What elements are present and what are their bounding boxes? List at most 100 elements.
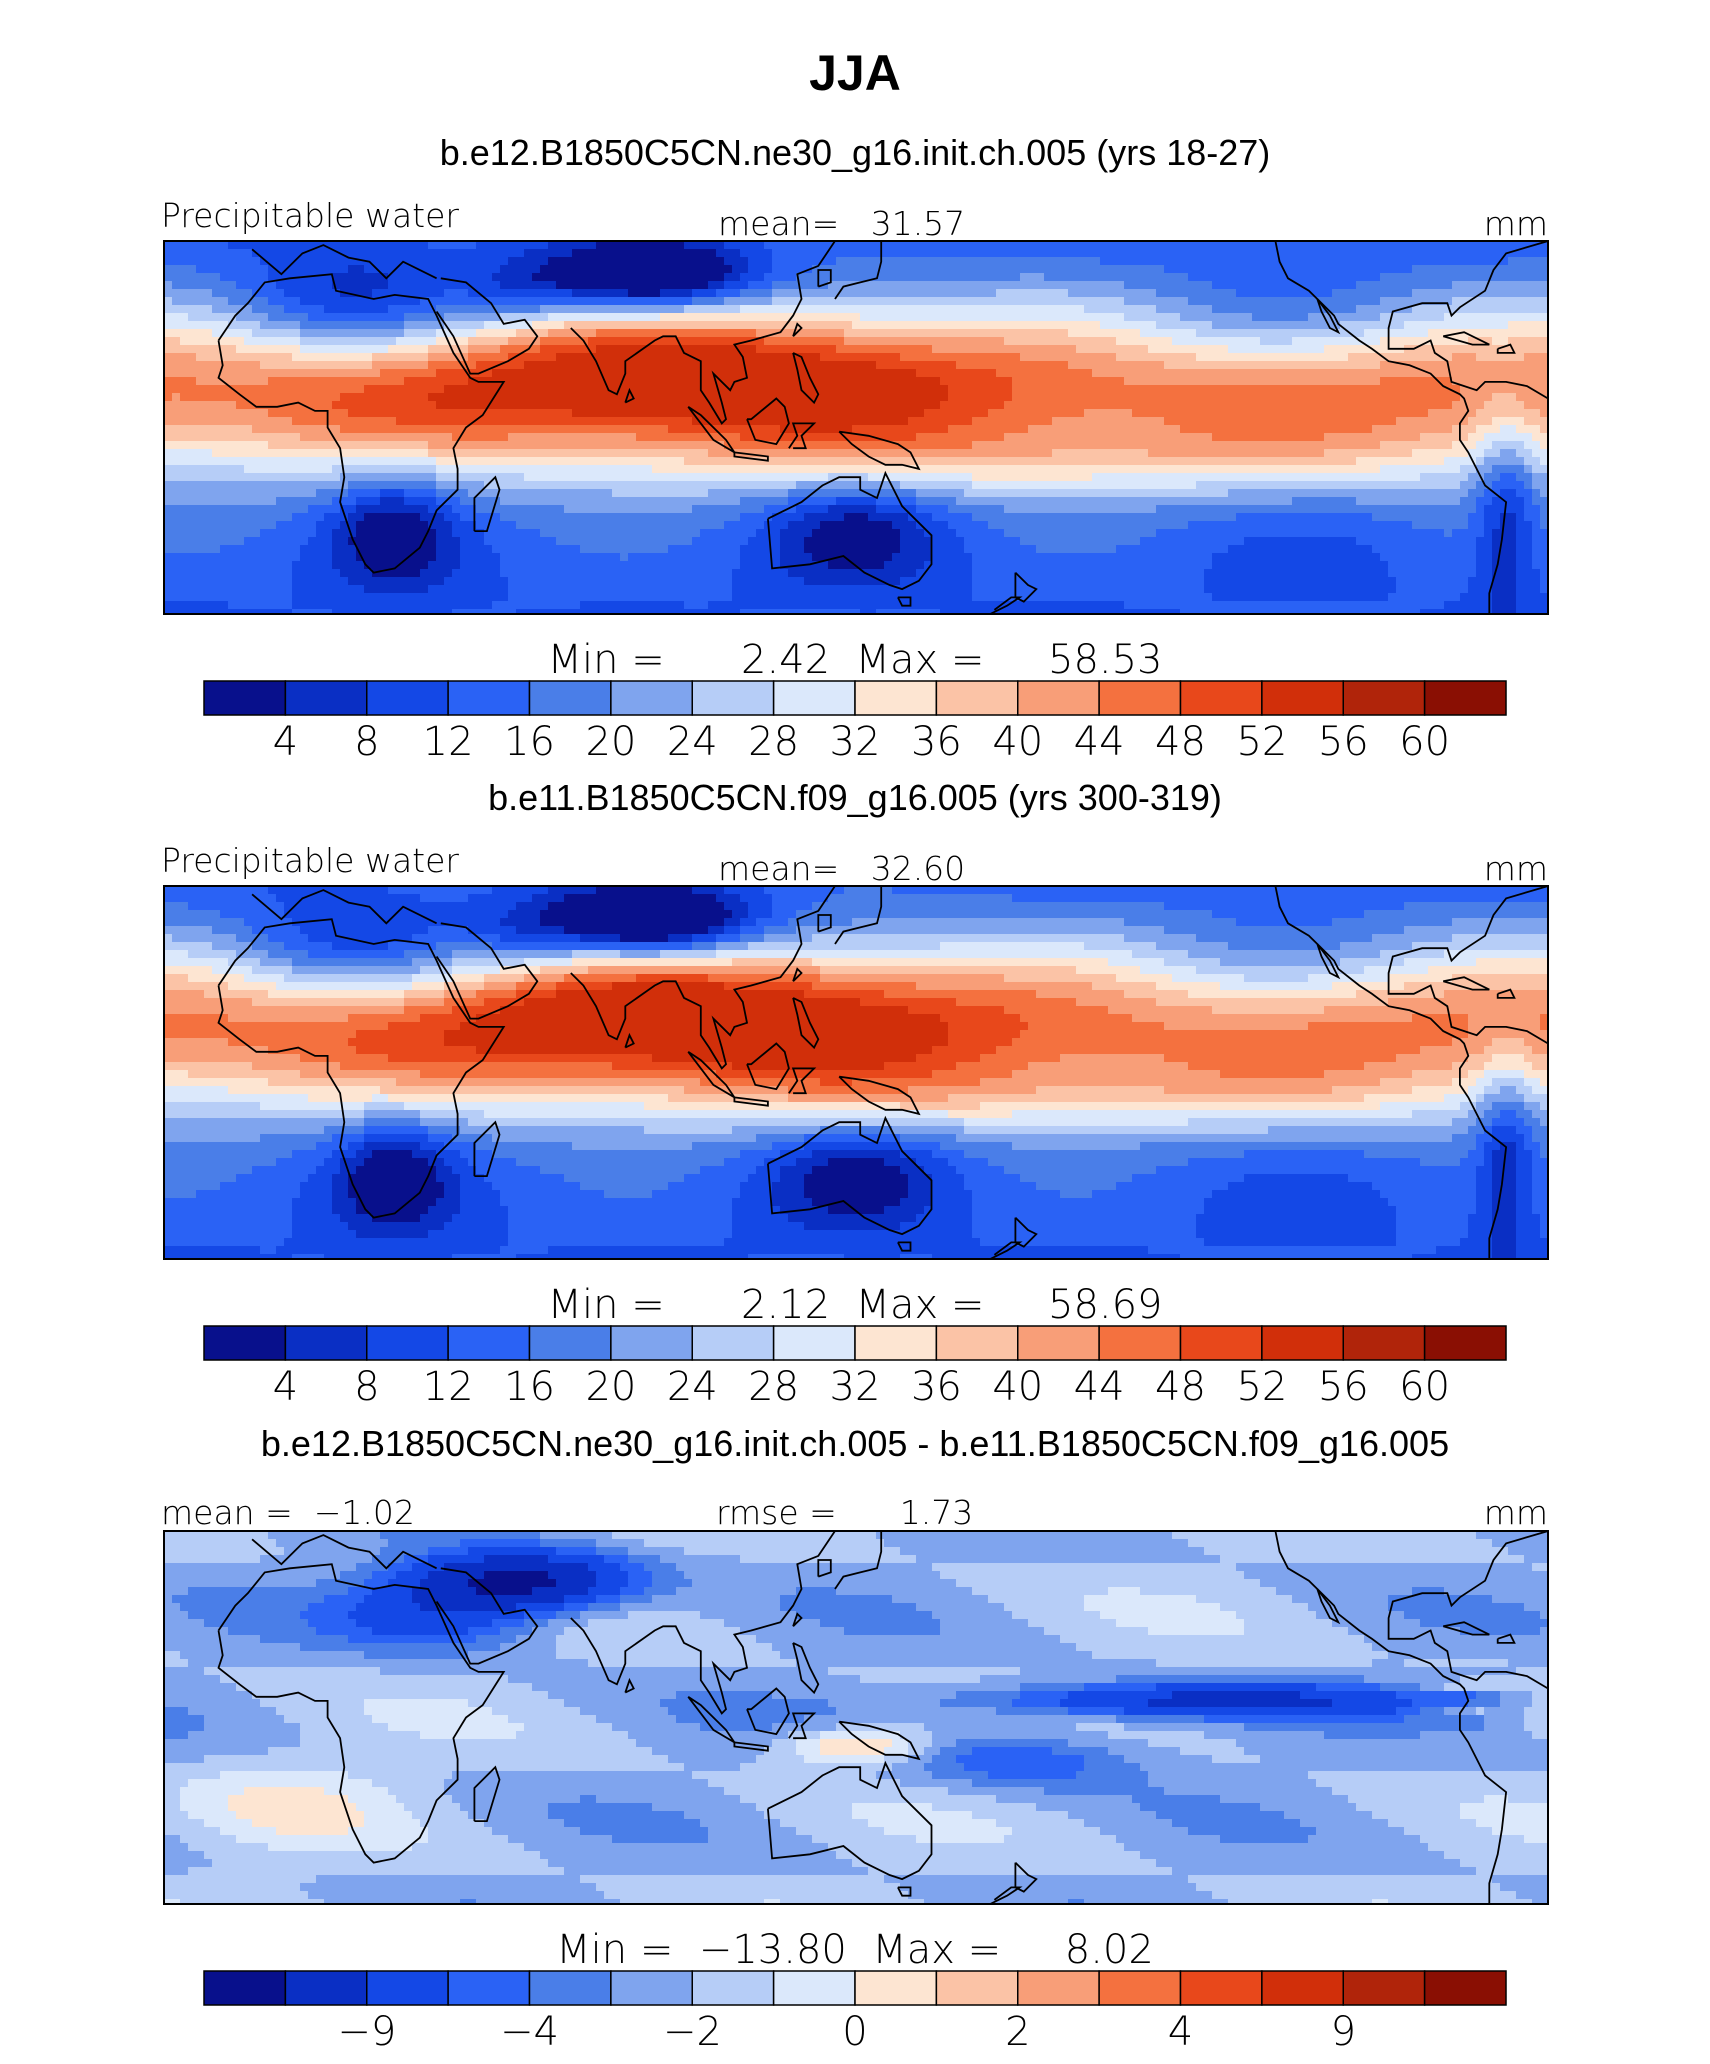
contour-cell [1244, 369, 1253, 378]
contour-cell [580, 305, 589, 314]
contour-cell [1364, 305, 1373, 314]
contour-cell [660, 337, 669, 346]
contour-cell [1316, 457, 1325, 466]
contour-cell [1268, 241, 1277, 250]
contour-cell [1524, 345, 1533, 354]
contour-cell [1108, 305, 1117, 314]
contour-cell [924, 441, 933, 450]
contour-cell [1252, 425, 1261, 434]
contour-cell [964, 417, 973, 426]
contour-cell [684, 257, 693, 266]
contour-cell [1236, 329, 1245, 338]
contour-cell [180, 449, 189, 458]
contour-cell [940, 265, 949, 274]
contour-cell [1300, 393, 1309, 402]
contour-cell [828, 297, 837, 306]
contour-cell [1108, 281, 1117, 290]
contour-cell [244, 273, 253, 282]
contour-cell [876, 257, 885, 266]
contour-cell [676, 353, 685, 362]
contour-cell [772, 401, 781, 410]
contour-cell [1428, 241, 1437, 250]
contour-cell [868, 265, 877, 274]
contour-cell [356, 337, 365, 346]
contour-cell [444, 393, 453, 402]
contour-cell [716, 441, 725, 450]
contour-cell [740, 401, 749, 410]
contour-cell [1172, 465, 1181, 474]
contour-cell [516, 345, 525, 354]
contour-cell [1452, 425, 1461, 434]
contour-cell [1444, 313, 1453, 322]
contour-cell [940, 409, 949, 418]
contour-cell [1292, 441, 1301, 450]
contour-cell [188, 297, 197, 306]
contour-cell [764, 345, 773, 354]
contour-cell [1196, 305, 1205, 314]
contour-cell [924, 297, 933, 306]
contour-cell [1228, 345, 1237, 354]
contour-cell [164, 345, 173, 354]
contour-cell [364, 369, 373, 378]
contour-cell [1196, 409, 1205, 418]
contour-cell [1428, 401, 1437, 410]
contour-cell [508, 433, 517, 442]
contour-cell [580, 433, 589, 442]
contour-cell [932, 377, 941, 386]
contour-cell [1468, 313, 1477, 322]
contour-cell [1532, 313, 1541, 322]
contour-cell [1204, 241, 1213, 250]
contour-cell [532, 241, 541, 250]
contour-cell [1316, 433, 1325, 442]
contour-cell [1380, 257, 1389, 266]
contour-cell [860, 393, 869, 402]
contour-cell [660, 433, 669, 442]
contour-cell [1052, 377, 1061, 386]
contour-cell [1460, 249, 1469, 258]
contour-cell [1436, 457, 1445, 466]
contour-cell [452, 345, 461, 354]
contour-cell [500, 321, 509, 330]
contour-cell [1172, 441, 1181, 450]
contour-cell [1036, 353, 1045, 362]
contour-cell [1212, 297, 1221, 306]
contour-cell [1340, 433, 1349, 442]
contour-cell [540, 297, 549, 306]
contour-cell [1124, 313, 1133, 322]
contour-cell [436, 425, 445, 434]
contour-cell [756, 369, 765, 378]
contour-cell [740, 249, 749, 258]
contour-cell [1084, 353, 1093, 362]
contour-cell [244, 377, 253, 386]
contour-cell [1188, 297, 1197, 306]
contour-cell [1364, 377, 1373, 386]
contour-cell [164, 465, 173, 474]
contour-cell [556, 385, 565, 394]
contour-cell [348, 257, 357, 266]
contour-cell [1436, 329, 1445, 338]
contour-cell [1100, 249, 1109, 258]
contour-cell [1492, 361, 1501, 370]
contour-cell [860, 433, 869, 442]
contour-cell [1364, 265, 1373, 274]
contour-cell [436, 249, 445, 258]
contour-cell [212, 449, 221, 458]
contour-cell [860, 337, 869, 346]
contour-cell [1228, 321, 1237, 330]
contour-cell [932, 441, 941, 450]
contour-cell [740, 465, 749, 474]
contour-cell [580, 401, 589, 410]
contour-cell [540, 257, 549, 266]
contour-cell [1444, 377, 1453, 386]
contour-cell [1380, 425, 1389, 434]
contour-cell [1364, 241, 1373, 250]
contour-cell [276, 313, 285, 322]
contour-cell [1164, 369, 1173, 378]
contour-cell [1140, 377, 1149, 386]
contour-cell [716, 425, 725, 434]
contour-cell [1348, 313, 1357, 322]
contour-cell [820, 329, 829, 338]
contour-cell [1156, 265, 1165, 274]
contour-cell [748, 329, 757, 338]
contour-cell [852, 241, 861, 250]
